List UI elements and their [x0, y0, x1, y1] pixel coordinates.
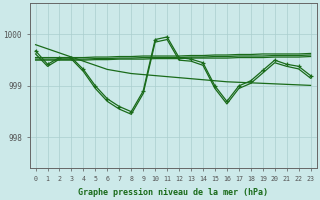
X-axis label: Graphe pression niveau de la mer (hPa): Graphe pression niveau de la mer (hPa)	[78, 188, 268, 197]
